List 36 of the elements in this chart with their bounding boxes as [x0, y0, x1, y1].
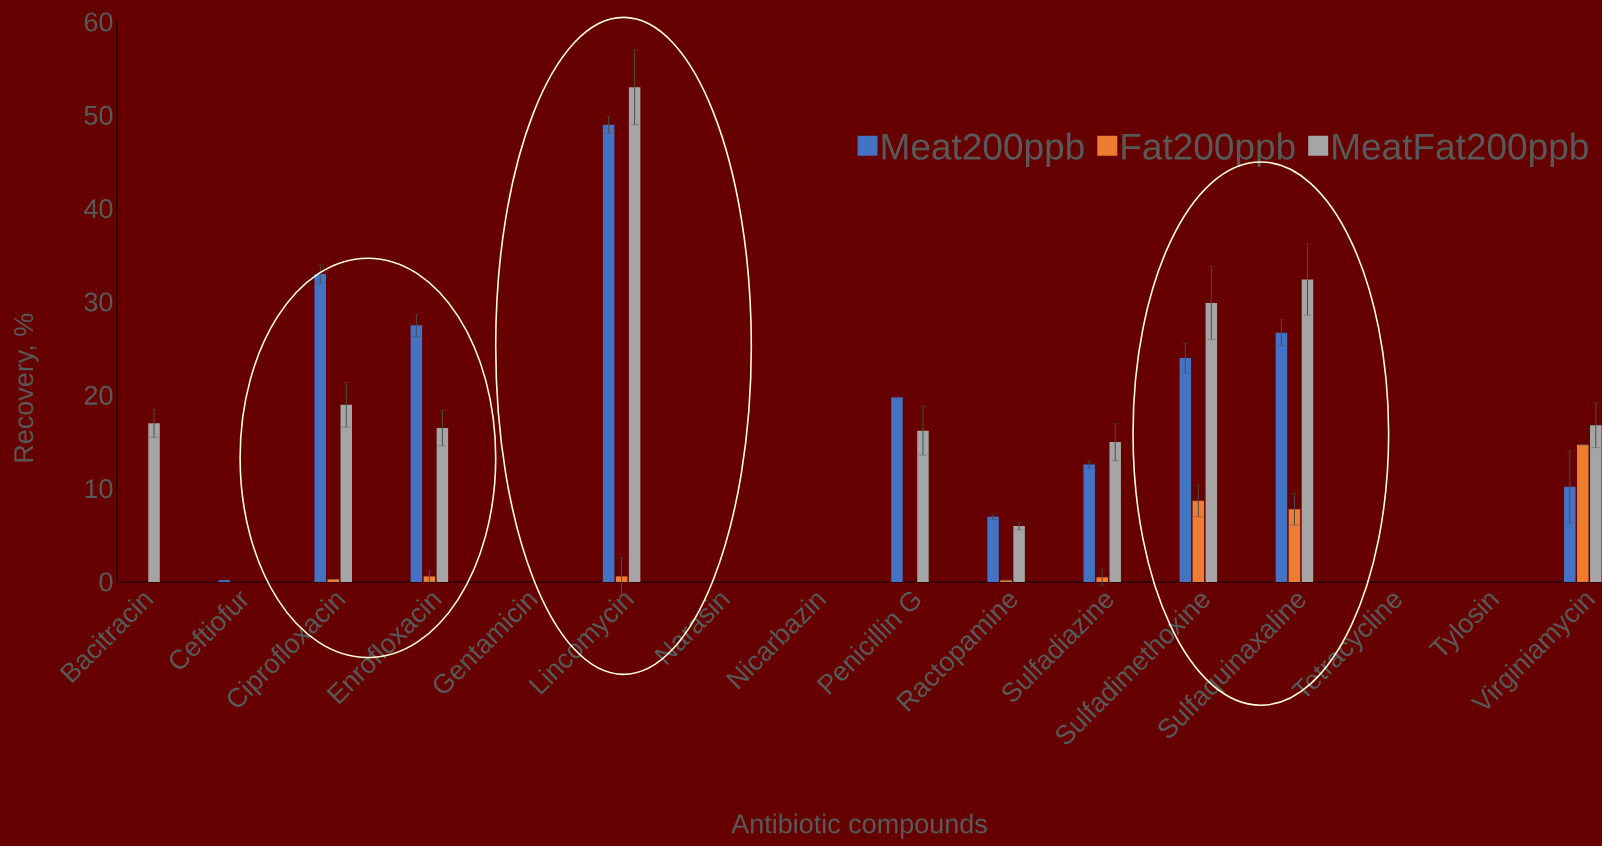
y-tick-label: 0 — [99, 572, 113, 592]
bar — [987, 516, 999, 582]
bar — [602, 124, 615, 582]
bar — [917, 430, 929, 582]
y-tick-label: 50 — [84, 105, 113, 125]
bar — [340, 404, 353, 582]
bar — [891, 397, 903, 582]
bar — [1083, 464, 1095, 582]
bar — [314, 274, 327, 582]
bar — [1109, 442, 1121, 582]
x-axis-title: Antibiotic compounds — [731, 813, 987, 839]
bar — [1577, 444, 1589, 582]
bar — [1205, 302, 1218, 582]
bar — [1096, 577, 1108, 582]
bar — [628, 87, 641, 582]
bar — [148, 423, 160, 582]
bar — [410, 325, 423, 582]
bar — [1013, 526, 1025, 582]
y-tick-label: 60 — [84, 12, 113, 32]
bar — [615, 576, 628, 582]
bar — [1288, 509, 1301, 582]
bar — [1179, 358, 1192, 582]
legend-label: Fat200ppb — [1122, 132, 1295, 168]
bar — [1564, 486, 1576, 582]
y-tick-label: 10 — [85, 479, 113, 499]
y-tick-label: 40 — [84, 199, 113, 219]
y-tick-label: 20 — [84, 385, 113, 405]
bar — [436, 428, 449, 582]
bar — [1192, 500, 1205, 582]
legend-label: MeatFat200ppb — [1333, 132, 1588, 168]
bar — [1301, 279, 1314, 582]
bar — [1590, 425, 1602, 582]
bar — [1275, 332, 1288, 582]
legend-label: Meat200ppb — [882, 132, 1084, 168]
y-tick-label: 30 — [84, 292, 113, 312]
y-axis-title: Recovery, % — [14, 313, 39, 462]
